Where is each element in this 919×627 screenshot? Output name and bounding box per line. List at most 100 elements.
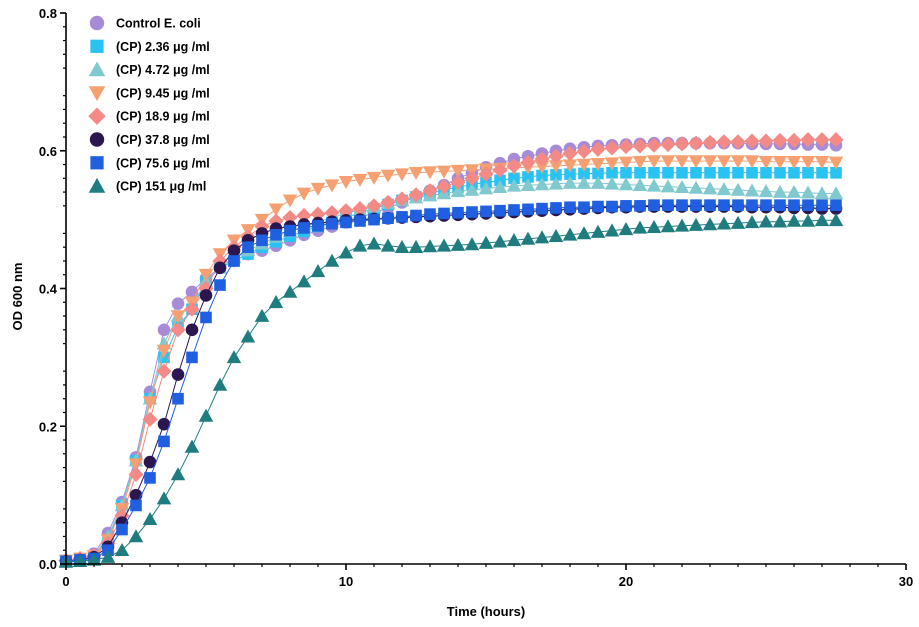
- data-point: [800, 185, 816, 199]
- data-point: [590, 158, 606, 172]
- data-point: [492, 234, 508, 248]
- data-point: [352, 201, 368, 217]
- data-point: [408, 187, 424, 203]
- data-point: [144, 472, 156, 484]
- data-point: [718, 199, 730, 211]
- legend-marker: [89, 132, 105, 147]
- data-point: [170, 310, 186, 324]
- data-point: [604, 140, 620, 156]
- data-point: [660, 136, 676, 153]
- y-tick-label: 0.8: [39, 6, 57, 21]
- data-point: [592, 200, 604, 213]
- data-point: [198, 408, 214, 422]
- data-point: [730, 182, 746, 196]
- data-point: [674, 155, 690, 169]
- data-point: [436, 165, 452, 179]
- series-4: [58, 155, 844, 568]
- data-point: [338, 203, 354, 219]
- data-point: [380, 238, 396, 252]
- data-point: [828, 156, 844, 170]
- data-point: [212, 377, 228, 391]
- data-point: [464, 170, 480, 186]
- data-point: [660, 219, 676, 233]
- data-point: [744, 215, 760, 229]
- series-line: [65, 204, 836, 562]
- data-point: [550, 202, 562, 214]
- data-point: [576, 175, 592, 189]
- legend: Control E. coli (CP) 2.36 μg /ml (CP) 4.72…: [88, 15, 210, 194]
- data-point: [562, 159, 578, 173]
- data-point: [548, 228, 564, 242]
- data-point: [508, 172, 520, 185]
- data-point: [772, 155, 788, 170]
- data-point: [394, 191, 410, 207]
- series-line: [65, 206, 836, 562]
- data-point: [438, 207, 450, 220]
- legend-label: (CP) 9.45 μg /ml: [116, 86, 210, 100]
- data-point: [718, 166, 730, 179]
- data-point: [171, 297, 185, 310]
- data-point: [760, 166, 772, 179]
- data-point: [730, 155, 746, 169]
- data-point: [86, 552, 102, 566]
- data-point: [298, 222, 310, 234]
- data-point: [170, 322, 186, 338]
- data-point: [508, 204, 520, 216]
- data-point: [116, 523, 128, 536]
- data-point: [436, 238, 452, 252]
- series-8: [58, 213, 844, 568]
- data-point: [282, 284, 298, 298]
- legend-marker: [88, 177, 106, 193]
- data-point: [143, 455, 157, 469]
- legend-item: (CP) 18.9 μg /ml: [88, 107, 210, 125]
- data-point: [142, 411, 158, 427]
- data-point: [690, 166, 702, 179]
- series-7: [60, 199, 842, 568]
- x-tick-label: 20: [619, 574, 633, 589]
- data-point: [242, 241, 254, 253]
- data-point: [268, 203, 284, 217]
- data-point: [688, 135, 704, 151]
- data-point: [674, 180, 690, 194]
- data-point: [156, 344, 172, 358]
- legend-item: (CP) 75.6 μg /ml: [90, 156, 210, 170]
- data-point: [200, 311, 212, 324]
- data-point: [100, 549, 116, 563]
- data-point: [312, 220, 324, 232]
- data-point: [282, 194, 298, 208]
- data-point: [436, 179, 452, 195]
- data-point: [786, 155, 802, 170]
- data-point: [660, 179, 676, 193]
- data-point: [296, 207, 312, 224]
- data-point: [128, 529, 144, 543]
- data-point: [732, 166, 744, 179]
- data-point: [522, 171, 534, 183]
- data-point: [380, 169, 396, 183]
- data-point: [758, 214, 774, 228]
- data-point: [172, 392, 184, 405]
- data-point: [604, 223, 620, 237]
- data-point: [184, 439, 200, 453]
- data-point: [802, 199, 814, 211]
- data-point: [716, 155, 732, 169]
- y-tick-label: 0.6: [39, 144, 57, 159]
- data-point: [606, 166, 618, 179]
- data-point: [758, 155, 774, 170]
- legend-label: (CP) 75.6 μg /ml: [116, 156, 210, 170]
- data-point: [184, 301, 200, 317]
- data-point: [324, 253, 340, 267]
- data-point: [814, 186, 830, 200]
- data-point: [478, 181, 494, 195]
- data-point: [788, 199, 800, 211]
- data-point: [590, 224, 606, 238]
- legend-item: Control E. coli: [89, 15, 201, 31]
- data-point: [604, 176, 620, 190]
- legend-label: (CP) 4.72 μg /ml: [116, 63, 210, 77]
- data-point: [256, 234, 268, 247]
- data-point: [296, 187, 312, 201]
- x-tick-label: 30: [899, 574, 913, 589]
- data-point: [213, 261, 227, 275]
- data-point: [478, 235, 494, 249]
- data-point: [464, 182, 480, 196]
